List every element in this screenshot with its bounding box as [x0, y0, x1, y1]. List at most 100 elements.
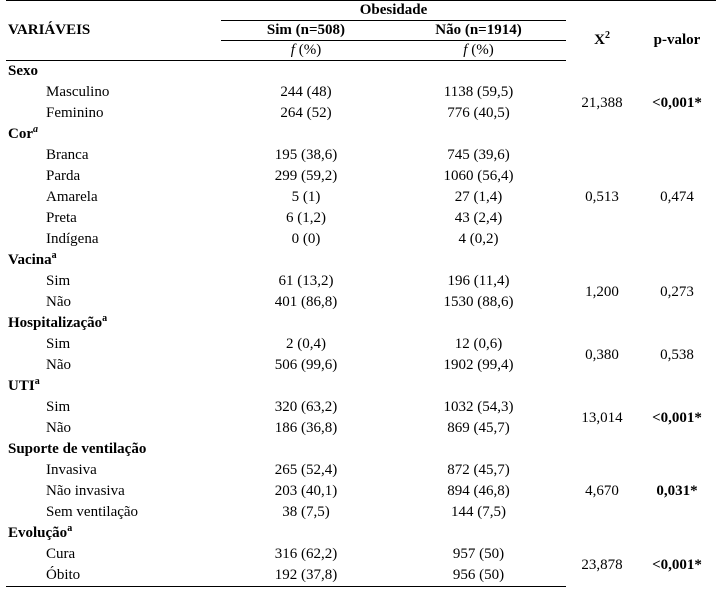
cell-nao: 27 (1,4) — [454, 189, 503, 205]
section-superscript: a — [33, 124, 38, 135]
section-title: UTIa — [6, 376, 221, 397]
cell-p-valor: <0,001* — [652, 556, 702, 573]
row-label: Não — [46, 357, 71, 373]
section-header-row: Hospitalizaçãoa — [6, 313, 716, 334]
cell-nao: 1530 (88,6) — [443, 294, 514, 310]
row-label: Parda — [46, 168, 81, 184]
col-header-sim: Sim (n=508) — [221, 20, 391, 41]
cell-sim: 0 (0) — [291, 231, 321, 247]
table-row: Não 506 (99,6) 1902 (99,4) — [6, 355, 716, 376]
section-header-row: Cora — [6, 124, 716, 145]
cell-p-valor: <0,001* — [652, 409, 702, 426]
section-name: Vacina — [8, 252, 52, 268]
section-header-row: Vacinaa — [6, 250, 716, 271]
cell-nao: 872 (45,7) — [447, 462, 510, 478]
cell-nao: 894 (46,8) — [447, 483, 510, 499]
section-name: Evolução — [8, 525, 68, 541]
cell-x2: 1,200 — [585, 283, 619, 300]
cell-sim: 186 (36,8) — [274, 420, 338, 436]
cell-nao: 869 (45,7) — [447, 420, 510, 436]
cell-sim: 195 (38,6) — [274, 147, 338, 163]
section-title: Hospitalizaçãoa — [6, 313, 221, 334]
cell-sim: 6 (1,2) — [286, 210, 326, 226]
section-name: Suporte de ventilação — [8, 441, 147, 457]
cell-p-valor: 0,474 — [660, 189, 694, 205]
section-title: Sexo — [6, 61, 221, 83]
cell-nao: 1032 (54,3) — [443, 399, 514, 415]
cell-nao: 43 (2,4) — [454, 210, 503, 226]
table-row: Não invasiva 203 (40,1) 894 (46,8) — [6, 481, 716, 502]
cell-nao: 745 (39,6) — [447, 147, 510, 163]
cell-p-valor: <0,001* — [652, 94, 702, 111]
table-row: Invasiva 265 (52,4) 872 (45,7) 4,670 0,031* — [6, 460, 716, 499]
cell-x2: 13,014 — [581, 409, 623, 426]
cell-p-valor: 0,538 — [660, 346, 694, 363]
table-body: Sexo Masculino 244 (48) 1138 (59,5) 21,388 <0… — [6, 61, 716, 587]
cell-sim: 192 (37,8) — [221, 565, 391, 587]
cell-nao: 776 (40,5) — [447, 105, 510, 121]
table-row: Parda 299 (59,2) 1060 (56,4) — [6, 166, 716, 187]
cell-sim: 5 (1) — [291, 189, 321, 205]
section-superscript: a — [67, 523, 73, 534]
row-label: Masculino — [46, 84, 110, 100]
row-label: Sim — [46, 273, 71, 289]
cell-sim: 244 (48) — [280, 84, 332, 100]
section-title: Evoluçãoa — [6, 523, 221, 544]
freq-pct-nao: (%) — [471, 42, 494, 58]
freq-label-nao: f (%) — [391, 40, 567, 61]
table-row: Sim 320 (63,2) 1032 (54,3) 13,014 <0,001* — [6, 397, 716, 426]
cell-x2: 21,388 — [581, 94, 623, 111]
row-label: Cura — [46, 546, 76, 562]
cell-nao: 957 (50) — [452, 546, 505, 562]
cell-nao: 4 (0,2) — [458, 231, 499, 247]
table-row: Óbito 192 (37,8) 956 (50) — [6, 565, 716, 587]
row-label: Sem ventilação — [46, 504, 139, 520]
cell-nao: 1060 (56,4) — [443, 168, 514, 184]
section-title: Suporte de ventilação — [6, 439, 221, 460]
table-row: Sem ventilação 38 (7,5) 144 (7,5) — [6, 502, 716, 523]
cell-nao: 196 (11,4) — [447, 273, 510, 289]
row-label: Sim — [46, 336, 71, 352]
row-label: Preta — [46, 210, 77, 226]
cell-x2: 4,670 — [585, 483, 619, 499]
table-row: Indígena 0 (0) 4 (0,2) — [6, 229, 716, 250]
table-row: Sim 61 (13,2) 196 (11,4) 1,200 0,273 — [6, 271, 716, 300]
section-superscript: a — [34, 376, 40, 387]
freq-f-nao: f — [463, 42, 468, 58]
row-label: Feminino — [46, 105, 104, 121]
header-row-columns: VARIÁVEIS Sim (n=508) Não (n=1914) X2 p-… — [6, 20, 716, 48]
row-label: Branca — [46, 147, 89, 163]
section-name: Sexo — [8, 63, 38, 79]
cell-p-valor: 0,031* — [656, 483, 698, 499]
group-header-obesidade: Obesidade — [221, 0, 567, 21]
section-superscript: a — [102, 313, 108, 324]
col-header-nao: Não (n=1914) — [391, 20, 567, 41]
cell-sim: 38 (7,5) — [282, 504, 330, 520]
table-row: Sim 2 (0,4) 12 (0,6) 0,380 0,538 — [6, 334, 716, 363]
cell-sim: 264 (52) — [280, 105, 332, 121]
section-title: Cora — [6, 124, 221, 145]
cell-sim: 2 (0,4) — [286, 336, 326, 352]
section-header-row: Evoluçãoa — [6, 523, 716, 544]
section-header-row: Suporte de ventilação — [6, 439, 716, 460]
row-label: Indígena — [46, 231, 99, 247]
section-header-row: Sexo — [6, 61, 716, 83]
table-row: Preta 6 (1,2) 43 (2,4) — [6, 208, 716, 229]
table-row: Feminino 264 (52) 776 (40,5) — [6, 103, 716, 124]
row-label: Sim — [46, 399, 71, 415]
cell-p-valor: 0,273 — [660, 283, 694, 300]
variables-header: VARIÁVEIS — [8, 22, 91, 38]
freq-f-sim: f — [290, 42, 295, 58]
section-name: UTI — [8, 378, 35, 394]
cell-sim: 61 (13,2) — [278, 273, 334, 289]
cell-sim: 506 (99,6) — [274, 357, 338, 373]
section-superscript: a — [51, 250, 57, 261]
row-label: Invasiva — [46, 462, 97, 478]
cell-sim: 265 (52,4) — [274, 462, 338, 478]
col-header-p-valor: p-valor — [653, 32, 701, 48]
cell-x2: 0,380 — [585, 346, 619, 363]
row-label: Não — [46, 294, 71, 310]
row-label: Não invasiva — [46, 483, 125, 499]
row-label: Óbito — [6, 565, 221, 587]
col-header-x2: X2 — [566, 21, 638, 61]
